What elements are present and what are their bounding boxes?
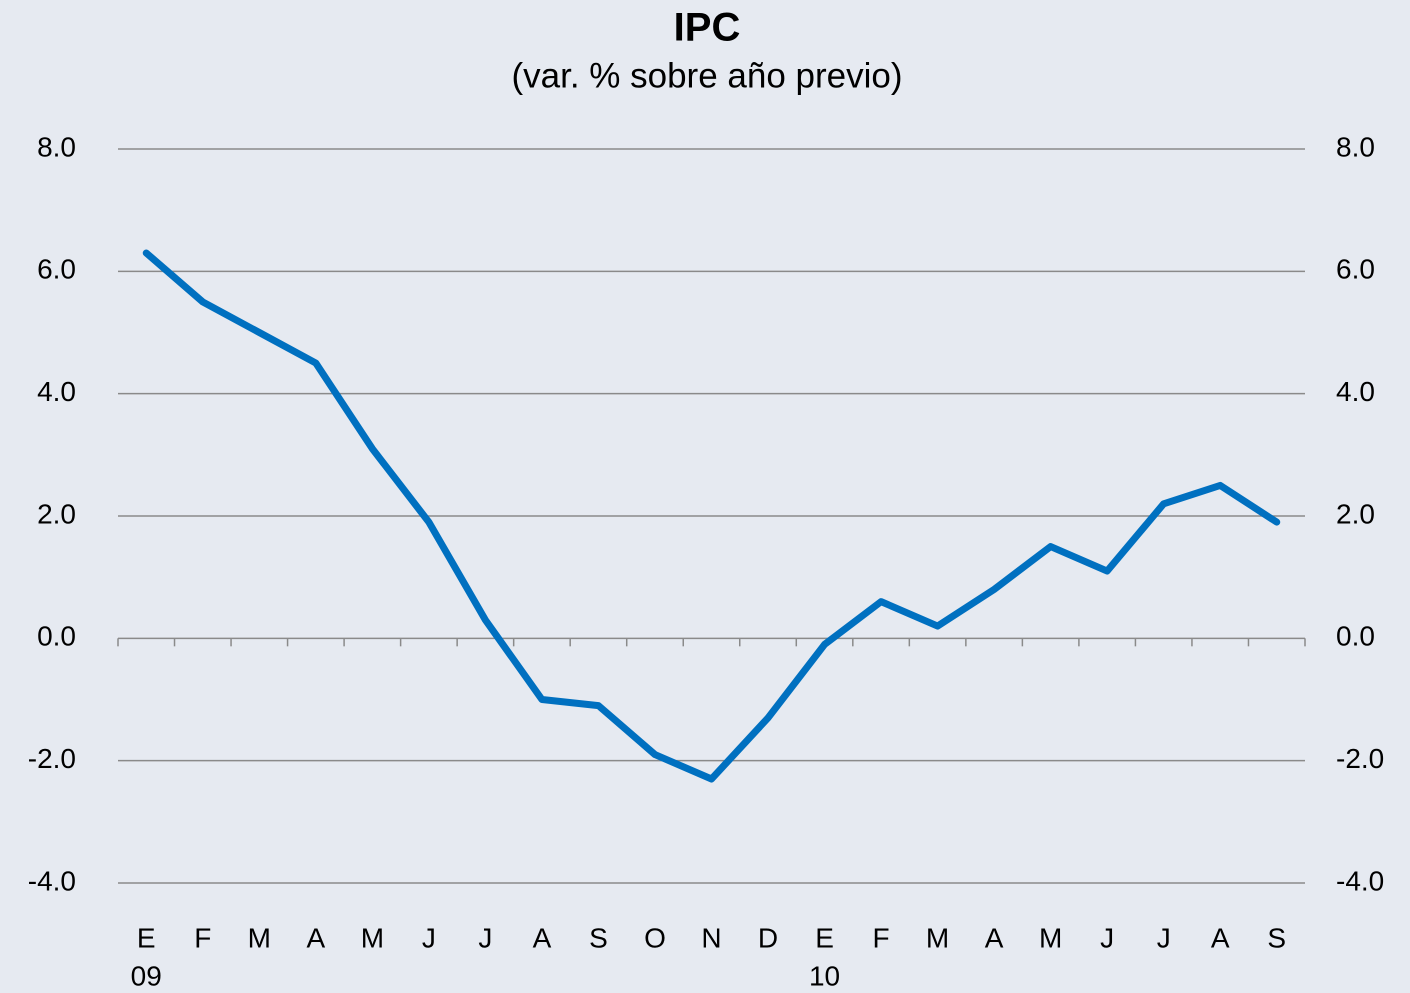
chart-subtitle: (var. % sobre año previo) — [511, 56, 902, 95]
x-tick-label: F — [194, 922, 211, 953]
x-tick-label: E — [137, 922, 156, 953]
x-tick-label: J — [1157, 922, 1171, 953]
x-tick-label: A — [533, 922, 552, 953]
y-tick-label: 8.0 — [37, 131, 76, 162]
y2-tick-label: 2.0 — [1336, 498, 1375, 529]
x-tick-label: A — [1211, 922, 1230, 953]
y-tick-label: -4.0 — [28, 865, 76, 896]
y2-tick-label: -2.0 — [1336, 743, 1384, 774]
x-tick-label: S — [1267, 922, 1286, 953]
y2-tick-label: 6.0 — [1336, 254, 1375, 285]
y-tick-label: 0.0 — [37, 621, 76, 652]
x-tick-label: F — [873, 922, 890, 953]
y-tick-label: 4.0 — [37, 376, 76, 407]
x-tick-label: S — [589, 922, 608, 953]
x-tick-label: A — [306, 922, 325, 953]
x-year-label: 10 — [809, 960, 840, 991]
x-tick-label: M — [361, 922, 384, 953]
y-tick-label: 2.0 — [37, 498, 76, 529]
y-tick-label: -2.0 — [28, 743, 76, 774]
x-tick-label: J — [422, 922, 436, 953]
x-tick-label: D — [758, 922, 778, 953]
x-tick-label: M — [1039, 922, 1062, 953]
line-series — [142, 249, 1281, 783]
x-tick-label: N — [701, 922, 721, 953]
x-year-label: 09 — [131, 960, 162, 991]
x-tick-label: A — [985, 922, 1004, 953]
x-tick-label: E — [815, 922, 834, 953]
y2-tick-label: 4.0 — [1336, 376, 1375, 407]
x-tick-label: O — [644, 922, 666, 953]
y2-tick-label: -4.0 — [1336, 865, 1384, 896]
x-tick-label: M — [248, 922, 271, 953]
x-tick-label: J — [1100, 922, 1114, 953]
x-tick-label: J — [478, 922, 492, 953]
y2-tick-label: 0.0 — [1336, 621, 1375, 652]
x-tick-label: M — [926, 922, 949, 953]
y2-tick-label: 8.0 — [1336, 131, 1375, 162]
y-tick-label: 6.0 — [37, 254, 76, 285]
chart-title: IPC — [674, 6, 741, 50]
